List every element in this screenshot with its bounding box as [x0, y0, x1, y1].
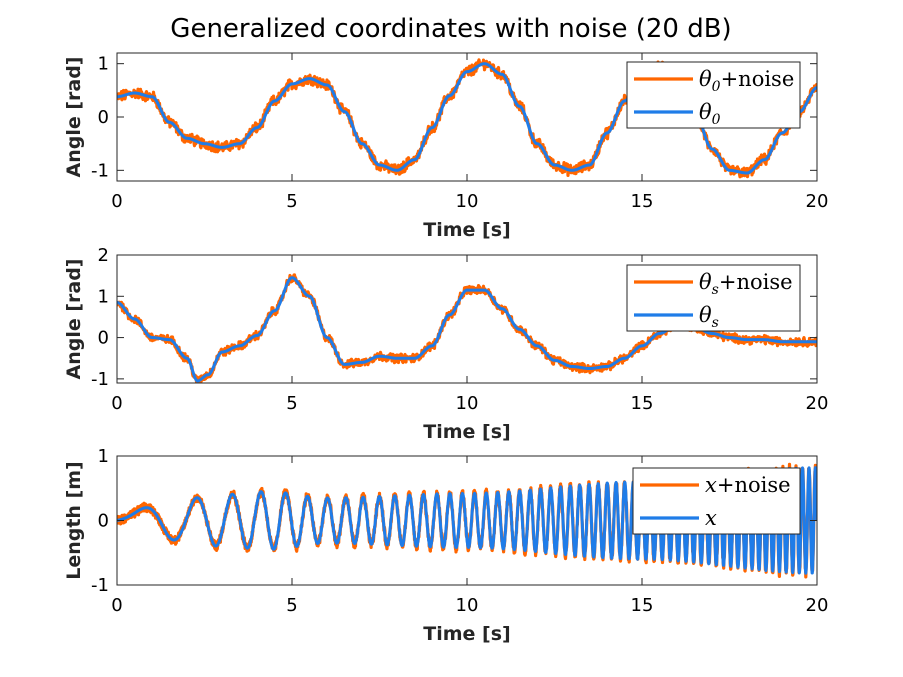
- x-tick-label: 20: [806, 595, 829, 616]
- y-tick-label: 2: [98, 245, 109, 266]
- x-axis-label: Time [s]: [423, 421, 510, 443]
- y-tick-label: 1: [98, 446, 109, 467]
- legend: x+noise x: [632, 467, 801, 535]
- legend-entry-label: θ0+noise: [699, 67, 794, 95]
- legend-box: [626, 61, 801, 129]
- legend-entry-label: x+noise: [705, 473, 791, 497]
- x-tick-label: 10: [456, 191, 479, 212]
- x-tick-label: 20: [806, 393, 829, 414]
- x-tick-label: 5: [286, 595, 297, 616]
- y-axis-label: Angle [rad]: [63, 56, 85, 177]
- x-tick-label: 15: [631, 393, 654, 414]
- x-axis-label: Time [s]: [423, 219, 510, 241]
- legend-box: [632, 467, 801, 535]
- x-tick-label: 15: [631, 191, 654, 212]
- y-tick-label: 0: [98, 107, 109, 128]
- legend-entry-label: θs: [699, 303, 719, 331]
- x-tick-label: 0: [111, 191, 122, 212]
- x-tick-label: 20: [806, 191, 829, 212]
- chart-title: Generalized coordinates with noise (20 d…: [170, 14, 731, 44]
- y-tick-label: 0: [98, 328, 109, 349]
- y-axis-label: Angle [rad]: [63, 258, 85, 379]
- y-tick-label: 0: [98, 511, 109, 532]
- legend-entry-label: x: [705, 506, 717, 530]
- y-tick-label: 1: [98, 54, 109, 75]
- legend: θs+noise θs: [626, 264, 801, 332]
- x-tick-label: 0: [111, 393, 122, 414]
- series-line-clean: [117, 466, 817, 575]
- legend-box: [626, 264, 801, 332]
- legend-entry-label: θs+noise: [699, 270, 793, 298]
- y-tick-label: -1: [91, 575, 109, 596]
- x-tick-label: 10: [456, 595, 479, 616]
- legend-entry-label: θ0: [699, 100, 721, 128]
- y-tick-label: -1: [91, 369, 109, 390]
- y-tick-label: -1: [91, 160, 109, 181]
- x-axis-label: Time [s]: [423, 623, 510, 645]
- legend: θ0+noise θ0: [626, 61, 801, 129]
- series-group: [117, 462, 817, 579]
- x-tick-label: 10: [456, 393, 479, 414]
- x-tick-label: 15: [631, 595, 654, 616]
- y-axis-label: Length [m]: [63, 461, 85, 580]
- x-tick-label: 5: [286, 393, 297, 414]
- x-tick-label: 0: [111, 595, 122, 616]
- y-tick-label: 1: [98, 286, 109, 307]
- x-tick-label: 5: [286, 191, 297, 212]
